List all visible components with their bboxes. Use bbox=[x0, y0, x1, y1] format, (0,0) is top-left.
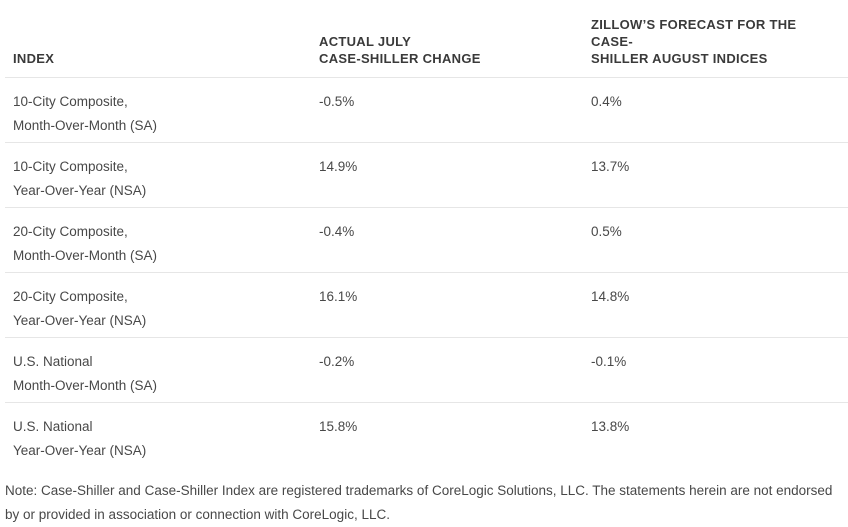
index-name: 20-City Composite, bbox=[13, 224, 128, 239]
index-cell: U.S. National Month-Over-Month (SA) bbox=[5, 337, 311, 403]
table-row: U.S. National Year-Over-Year (NSA) 15.8%… bbox=[5, 403, 848, 468]
forecast-cell: 14.8% bbox=[583, 272, 848, 338]
case-shiller-forecast-table: INDEX ACTUAL JULY CASE-SHILLER CHANGE ZI… bbox=[5, 0, 848, 468]
forecast-cell: 13.8% bbox=[591, 419, 630, 434]
index-cell: 10-City Composite, Month-Over-Month (SA) bbox=[5, 77, 311, 143]
header-row: INDEX ACTUAL JULY CASE-SHILLER CHANGE ZI… bbox=[5, 0, 848, 78]
index-name: 10-City Composite, bbox=[13, 159, 128, 174]
index-cell: U.S. National Year-Over-Year (NSA) bbox=[5, 403, 311, 468]
table-body: 10-City Composite, Month-Over-Month (SA)… bbox=[5, 77, 848, 468]
index-name: 20-City Composite, bbox=[13, 289, 128, 304]
table-row: 20-City Composite, Month-Over-Month (SA)… bbox=[5, 207, 848, 273]
index-name: U.S. National bbox=[13, 419, 93, 434]
forecast-table-container: INDEX ACTUAL JULY CASE-SHILLER CHANGE ZI… bbox=[5, 0, 848, 468]
index-period: Month-Over-Month (SA) bbox=[13, 118, 158, 133]
actual-change-cell: -0.4% bbox=[311, 207, 583, 273]
index-period: Year-Over-Year (NSA) bbox=[13, 313, 147, 328]
table-row: 10-City Composite, Month-Over-Month (SA)… bbox=[5, 77, 848, 143]
actual-change-cell: 16.1% bbox=[311, 272, 583, 338]
header-actual-line2: CASE-SHILLER CHANGE bbox=[319, 51, 481, 66]
table-row: U.S. National Month-Over-Month (SA) -0.2… bbox=[5, 337, 848, 403]
header-index-line2: INDEX bbox=[13, 51, 55, 66]
index-name: 10-City Composite, bbox=[13, 94, 128, 109]
index-cell: 20-City Composite, Year-Over-Year (NSA) bbox=[5, 272, 311, 338]
actual-change-cell: 14.9% bbox=[311, 142, 583, 208]
table-row: 10-City Composite, Year-Over-Year (NSA) … bbox=[5, 142, 848, 208]
header-actual-line1: ACTUAL JULY bbox=[319, 34, 412, 49]
actual-change-cell: -0.5% bbox=[311, 77, 583, 143]
index-cell: 20-City Composite, Month-Over-Month (SA) bbox=[5, 207, 311, 273]
index-period: Year-Over-Year (NSA) bbox=[13, 183, 147, 198]
index-name: U.S. National bbox=[13, 354, 93, 369]
header-actual: ACTUAL JULY CASE-SHILLER CHANGE bbox=[311, 0, 583, 78]
table-header: INDEX ACTUAL JULY CASE-SHILLER CHANGE ZI… bbox=[5, 0, 848, 78]
index-period: Year-Over-Year (NSA) bbox=[13, 443, 147, 458]
actual-change-cell: 15.8% bbox=[319, 419, 358, 434]
forecast-cell: 0.5% bbox=[583, 207, 848, 273]
header-forecast-line1: ZILLOW’S FORECAST FOR THE CASE- bbox=[591, 17, 797, 49]
index-cell: 10-City Composite, Year-Over-Year (NSA) bbox=[5, 142, 311, 208]
forecast-cell: -0.1% bbox=[583, 337, 848, 403]
table-row: 20-City Composite, Year-Over-Year (NSA) … bbox=[5, 272, 848, 338]
actual-change-cell: -0.2% bbox=[311, 337, 583, 403]
forecast-cell: 0.4% bbox=[583, 77, 848, 143]
header-forecast: ZILLOW’S FORECAST FOR THE CASE- SHILLER … bbox=[583, 0, 848, 78]
index-period: Month-Over-Month (SA) bbox=[13, 378, 158, 393]
trademark-note: Note: Case-Shiller and Case-Shiller Inde… bbox=[5, 483, 833, 522]
index-period: Month-Over-Month (SA) bbox=[13, 248, 158, 263]
header-forecast-line2: SHILLER AUGUST INDICES bbox=[591, 51, 768, 66]
forecast-cell: 13.7% bbox=[583, 142, 848, 208]
header-index: INDEX bbox=[5, 0, 311, 78]
